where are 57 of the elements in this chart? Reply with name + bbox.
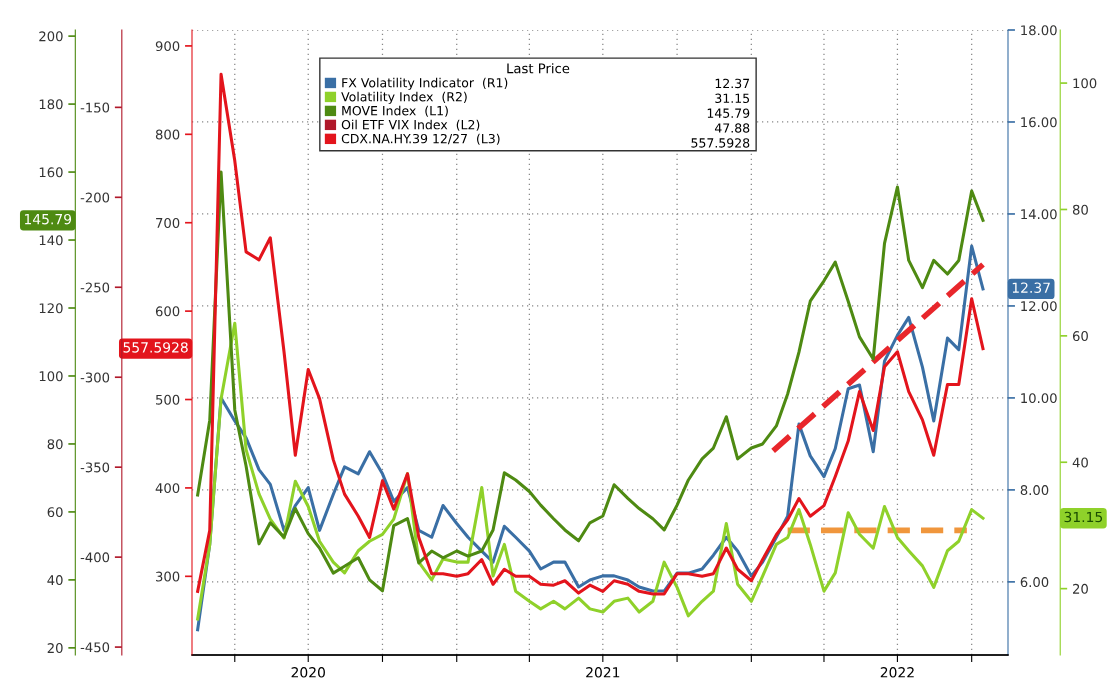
line-series [196,321,985,621]
x-tick-label: 2021 [586,667,620,678]
annotation: 47.88 [714,123,750,133]
annotation: 557.5928 [691,138,750,148]
y2-tick-label: 100 [1073,78,1097,89]
y-tick-label: 200 [39,31,63,42]
annotation: 145.79 [707,108,750,118]
y2-tick-label: 20 [1073,583,1088,594]
y-tick-label: 160 [39,167,63,178]
y2-tick-label: -350 [80,462,110,473]
text: 145.79 [24,213,72,225]
y-tick-label: 600 [155,306,180,317]
y-tick-label: 900 [155,41,180,52]
y-tick-label: 140 [39,235,63,246]
legend-label: Volatility Index (R2) [341,91,467,104]
y-tick-label: 14.00 [1021,209,1057,220]
y-tick-label: 120 [39,303,63,314]
legend-label: MOVE Index (L1) [342,105,448,117]
y-tick-label: 16.00 [1021,117,1057,128]
y2-tick-label: 40 [1072,457,1088,468]
y-tick-label: 700 [156,217,180,228]
y-tick-label: 180 [39,99,63,110]
x-tick-label: 2022 [880,667,914,678]
y2-tick-label: -400 [80,552,110,563]
text: 12.37 [1012,282,1050,293]
y-tick-label: 20 [47,643,63,654]
y-tick-label: 6.00 [1020,577,1049,588]
y-tick-label: 12.00 [1021,301,1057,312]
text: 31.15 [1064,511,1103,523]
y2-tick-label: -200 [80,192,110,203]
y2-tick-label: 80 [1072,204,1088,215]
y-tick-label: 400 [155,483,180,494]
y-tick-label: 80 [47,439,63,450]
y-tick-label: 60 [47,507,63,518]
y2-tick-label: -150 [80,102,110,113]
y-tick-label: 800 [155,129,180,140]
y-tick-label: 500 [156,394,180,405]
y-tick-label: 8.00 [1020,485,1049,496]
y2-tick-label: 60 [1072,331,1088,342]
y-tick-label: 10.00 [1021,393,1057,404]
text: 557.5928 [123,342,188,353]
y-tick-label: 100 [39,371,63,382]
y-tick-label: 40 [47,575,63,586]
y2-tick-label: -300 [80,372,110,383]
y-tick-label: 300 [156,571,180,582]
y2-tick-label: -450 [80,642,110,653]
legend-label: FX Volatility Indicator (R1) [342,77,508,90]
y-tick-label: 18.00 [1021,25,1057,36]
legend-label: Oil ETF VIX Index (L2) [341,119,480,131]
legend-title: Last Price [507,63,570,74]
annotation: 12.37 [715,78,750,89]
y2-tick-label: -250 [80,282,110,293]
annotation: 31.15 [715,93,750,103]
legend-label: CDX.NA.HY.39 12/27 (L3) [341,133,500,145]
line-series [196,170,985,593]
x-tick-label: 2020 [291,667,325,678]
line-series [196,72,985,596]
